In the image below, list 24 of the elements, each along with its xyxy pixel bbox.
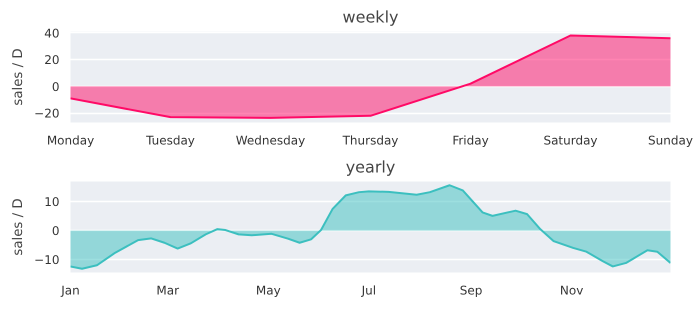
x-tick-label: Sep	[460, 284, 482, 298]
y-tick-label: −10	[34, 253, 60, 267]
x-tick-label: May	[256, 284, 281, 298]
y-axis-title: sales / D	[11, 198, 26, 256]
y-axis-title: sales / D	[11, 48, 26, 106]
y-tick-label: 10	[44, 195, 60, 210]
chart-title: weekly	[342, 8, 398, 26]
y-tick-label: −20	[34, 106, 60, 121]
x-tick-label: Tuesday	[145, 134, 195, 148]
chart-title: yearly	[346, 158, 396, 176]
x-tick-label: Mar	[156, 284, 180, 298]
x-tick-label: Wednesday	[236, 134, 306, 148]
y-tick-label: 0	[52, 224, 60, 238]
x-tick-label: Jan	[60, 284, 80, 298]
x-tick-label: Monday	[46, 134, 94, 148]
y-tick-label: 0	[52, 80, 60, 94]
x-tick-label: Saturday	[543, 134, 598, 148]
x-tick-label: Jul	[360, 284, 376, 298]
x-tick-label: Sunday	[648, 134, 693, 148]
x-tick-label: Nov	[560, 284, 584, 298]
y-tick-label: 40	[44, 26, 60, 40]
x-tick-label: Thursday	[342, 134, 398, 148]
x-tick-label: Friday	[452, 134, 489, 148]
y-tick-label: 20	[44, 53, 60, 68]
